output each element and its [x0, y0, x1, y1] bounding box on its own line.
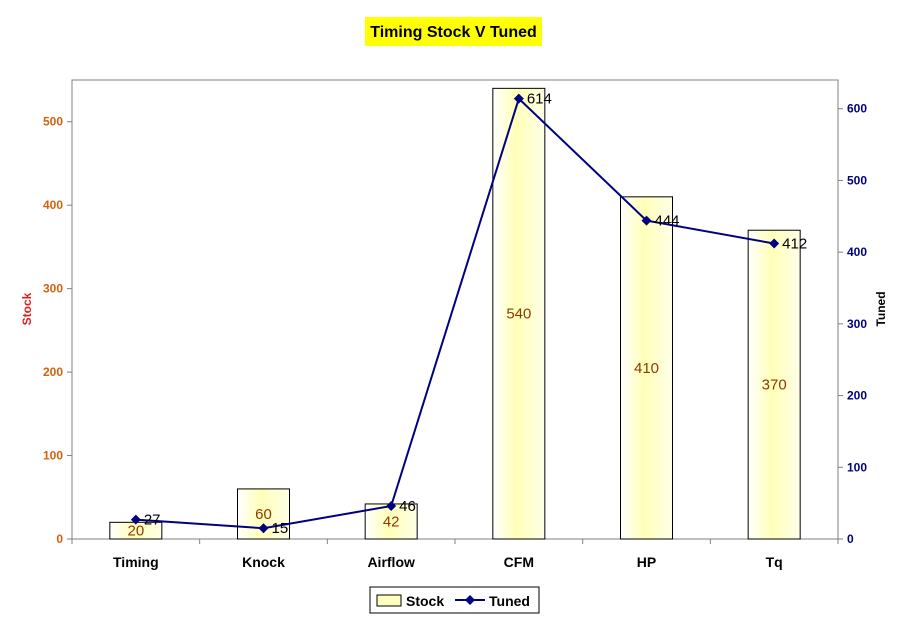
marker-tuned-tq: [769, 238, 780, 249]
data-label-tuned: 614: [527, 91, 552, 108]
data-label-stock: 370: [762, 377, 787, 394]
marker-tuned-hp: [641, 215, 652, 226]
y-tick-label: 0: [56, 532, 63, 546]
data-label-stock: 410: [634, 360, 659, 377]
plot-area: [71, 79, 839, 540]
legend-label-stock: Stock: [406, 593, 444, 609]
bar-stock-hp: [620, 196, 673, 540]
data-label-stock: 540: [506, 306, 531, 323]
data-label-stock: 20: [127, 523, 144, 540]
x-tick-label-timing: Timing: [113, 554, 159, 570]
y-tick-label: 400: [43, 198, 63, 212]
y-axis-title: Stock: [20, 292, 34, 325]
line-layer: [130, 93, 780, 534]
data-label-tuned: 15: [272, 520, 289, 537]
legend-swatch-stock: [376, 594, 402, 607]
y2-tick-label: 300: [847, 317, 867, 331]
bar-stock-tq: [747, 229, 801, 540]
y2-tick-label: 200: [847, 389, 867, 403]
bars-layer: [109, 87, 801, 540]
data-label-stock: 60: [255, 506, 272, 523]
x-tick-label-hp: HP: [637, 554, 656, 570]
y2-tick-label: 100: [847, 460, 867, 474]
marker-tuned-timing: [130, 514, 141, 525]
x-tick-label-airflow: Airflow: [367, 554, 415, 570]
marker-tuned-cfm: [513, 93, 524, 104]
y-tick-label: 300: [43, 282, 63, 296]
legend-marker-tuned: [465, 595, 475, 605]
line-tuned: [135, 96, 775, 530]
y-tick-label: 100: [43, 449, 63, 463]
legend-label-tuned: Tuned: [489, 593, 530, 609]
x-tick-label-knock: Knock: [242, 554, 285, 570]
title-background: [365, 17, 542, 46]
data-label-tuned: 444: [655, 213, 680, 230]
y-tick-label: 200: [43, 365, 63, 379]
bar-stock-cfm: [492, 87, 546, 540]
marker-tuned-airflow: [386, 501, 397, 512]
data-label-tuned: 46: [399, 498, 416, 515]
data-label-tuned: 27: [144, 512, 161, 529]
legend: Stock Tuned: [369, 586, 540, 614]
y2-axis-title: Tuned: [874, 291, 888, 326]
labels-layer: 20 60 42 540 410 370 27 15 46 614 444 412: [127, 91, 807, 540]
data-label-tuned: 412: [782, 236, 807, 253]
x-tick-label-tq: Tq: [766, 554, 783, 570]
chart-title: Timing Stock V Tuned: [370, 24, 537, 41]
x-tick-label-cfm: CFM: [504, 554, 534, 570]
y-tick-label: 500: [43, 115, 63, 129]
axes-layer: 0 100 200 300 400 500 0 100 200 300 400 500 600 Timin…: [43, 102, 867, 570]
y2-tick-label: 0: [847, 532, 854, 546]
y2-tick-label: 500: [847, 173, 867, 187]
y2-tick-label: 400: [847, 245, 867, 259]
data-label-stock: 42: [383, 513, 400, 530]
marker-tuned-knock: [258, 523, 269, 534]
y2-tick-label: 600: [847, 102, 867, 116]
